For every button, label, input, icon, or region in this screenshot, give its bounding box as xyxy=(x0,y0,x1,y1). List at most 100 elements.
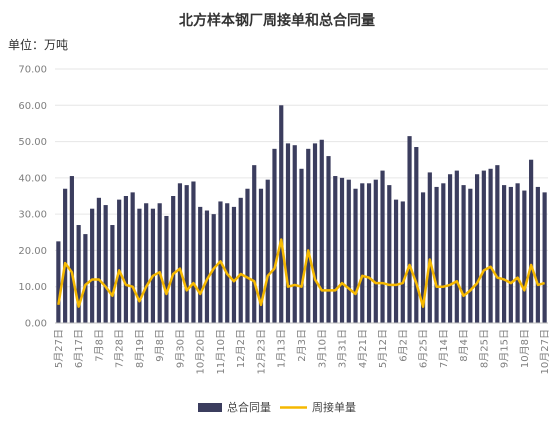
unit-label: 单位：万吨 xyxy=(8,38,69,52)
bar xyxy=(204,210,210,323)
x-tick-label: 1月13日 xyxy=(276,329,288,368)
bar xyxy=(258,188,264,323)
bar xyxy=(245,188,250,323)
bar xyxy=(488,168,493,323)
bar xyxy=(393,199,399,323)
x-axis-ticks: 5月27日 6月17日 7月8日 7月28日 8月19日 9月8日 9月30日 10月20日 1… xyxy=(53,329,551,374)
x-tick-label: 8月19日 xyxy=(134,329,146,368)
x-tick-label: 12月23日 xyxy=(255,329,267,374)
bar xyxy=(279,105,284,324)
bar xyxy=(117,199,122,323)
y-tick-label: 0.00 xyxy=(25,319,47,330)
bar xyxy=(481,170,486,323)
bar xyxy=(542,192,547,323)
x-tick-label: 3月31日 xyxy=(337,329,349,368)
bar xyxy=(427,172,432,323)
bar xyxy=(56,241,61,323)
y-tick-label: 30.00 xyxy=(18,210,47,221)
bar xyxy=(238,197,243,323)
y-tick-label: 60.00 xyxy=(18,101,47,112)
bar xyxy=(380,170,385,323)
x-tick-label: 5月27日 xyxy=(53,329,65,368)
bar xyxy=(502,185,507,323)
x-tick-label: 6月17日 xyxy=(73,329,85,368)
bar xyxy=(225,203,230,323)
bar xyxy=(353,188,358,323)
bar xyxy=(346,179,351,323)
bar xyxy=(366,183,372,323)
bar xyxy=(292,145,297,323)
bar xyxy=(157,203,162,323)
bar xyxy=(339,177,345,323)
bar xyxy=(191,181,196,323)
x-tick-label: 9月30日 xyxy=(174,329,186,368)
bar xyxy=(83,234,88,323)
legend-swatch-total xyxy=(198,403,222,412)
y-axis-ticks: 0.00 10.00 20.00 30.00 40.00 50.00 60.00 70.00 xyxy=(18,65,47,330)
chart-title: 北方样本钢厂周接单和总合同量 xyxy=(179,13,375,29)
legend: 总合同量 周接单量 xyxy=(198,400,356,414)
bar xyxy=(461,185,466,323)
legend-label-total: 总合同量 xyxy=(227,400,271,414)
bar xyxy=(265,179,270,323)
y-tick-label: 10.00 xyxy=(18,282,47,293)
x-tick-label: 4月21日 xyxy=(357,329,369,368)
x-tick-label: 7月14日 xyxy=(438,329,450,368)
bar xyxy=(515,183,520,323)
x-tick-label: 11月10日 xyxy=(215,329,227,374)
bar xyxy=(130,192,135,323)
bar xyxy=(373,179,378,323)
x-tick-label: 8月25日 xyxy=(478,329,490,368)
bar xyxy=(312,143,318,323)
bar xyxy=(171,196,176,323)
y-tick-label: 70.00 xyxy=(18,65,47,76)
bar xyxy=(150,208,156,323)
bar xyxy=(529,159,534,323)
bar xyxy=(333,176,338,323)
bar xyxy=(76,225,81,323)
bar xyxy=(69,176,74,323)
bar xyxy=(326,156,331,323)
bar xyxy=(177,183,183,323)
x-tick-label: 7月8日 xyxy=(93,329,105,362)
x-tick-label: 8月4日 xyxy=(458,329,470,362)
x-tick-label: 12月2日 xyxy=(235,329,247,368)
y-tick-label: 40.00 xyxy=(18,173,47,184)
bar xyxy=(137,208,142,323)
bar xyxy=(184,185,189,323)
bar xyxy=(96,197,101,323)
x-tick-label: 5月12日 xyxy=(377,329,389,368)
x-tick-label: 2月3日 xyxy=(296,329,308,362)
gridlines xyxy=(55,68,548,288)
bar xyxy=(407,136,412,323)
bar xyxy=(123,196,129,323)
bar xyxy=(447,174,453,323)
bar xyxy=(252,165,257,323)
bar xyxy=(400,201,405,323)
bar xyxy=(454,170,459,323)
line-series-weekly xyxy=(57,238,545,308)
bar xyxy=(299,168,304,323)
bar xyxy=(144,203,149,323)
bar xyxy=(434,186,439,323)
x-tick-label: 9月15日 xyxy=(499,329,511,368)
bar xyxy=(110,225,115,323)
x-tick-label: 10月27日 xyxy=(539,329,551,374)
bar xyxy=(319,139,324,323)
bar xyxy=(63,188,68,323)
bar xyxy=(103,205,108,323)
bar xyxy=(198,206,203,323)
bar xyxy=(306,148,311,323)
bar xyxy=(495,165,500,323)
legend-label-weekly: 周接单量 xyxy=(312,401,356,414)
y-tick-label: 20.00 xyxy=(18,246,47,257)
bar xyxy=(522,190,527,323)
x-tick-label: 3月10日 xyxy=(316,329,328,368)
y-tick-label: 50.00 xyxy=(18,137,47,148)
bar xyxy=(387,185,392,323)
bar xyxy=(468,188,473,323)
bar xyxy=(164,215,169,323)
x-tick-label: 7月28日 xyxy=(114,329,126,368)
x-tick-label: 10月8日 xyxy=(519,329,531,368)
